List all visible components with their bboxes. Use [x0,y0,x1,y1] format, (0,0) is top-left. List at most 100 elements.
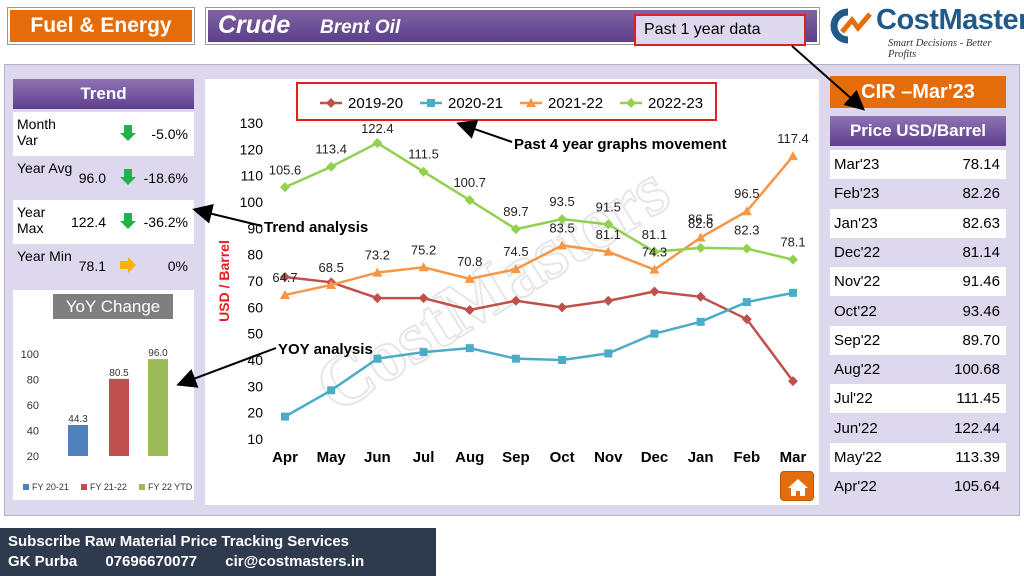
price-month: Jun'22 [834,419,878,437]
logo-tagline: Smart Decisions - Better Profits [888,38,992,60]
price-value: 81.14 [962,243,1000,261]
price-value: 82.26 [962,185,1000,203]
y-tick-label: 70 [247,273,263,289]
data-point [557,214,568,225]
yoy-legend-swatch [23,484,29,490]
yoy-analysis-annotation: YOY analysis [278,341,373,358]
data-point [280,289,290,299]
yoy-y-tick-label: 60 [27,400,39,412]
data-point [604,349,613,358]
commodity-subtitle: Brent Oil [320,17,401,38]
yoy-bar-label: 44.3 [68,414,88,425]
yoy-y-tick-label: 40 [27,426,39,438]
data-label: 82.6 [688,216,713,231]
data-point [464,273,475,283]
yoy-legend-label: FY 22 YTD [148,482,193,492]
price-month: Dec'22 [834,243,881,261]
price-row: Feb'23 82.26 [830,179,1006,209]
data-point [558,356,567,364]
trend-value: 78.1 [78,258,106,274]
arrow-trend [192,204,263,227]
commodity-title: Crude [218,11,291,39]
data-label: 117.4 [777,131,809,146]
series-line [284,275,795,382]
data-label: 86.5 [688,212,713,227]
x-tick-label: Oct [550,449,575,466]
yoy-legend-label: FY 20-21 [32,482,69,492]
trend-row: Year Max 122.4 -36.2% [13,200,194,244]
data-point [695,242,706,253]
arrow-down-icon [120,169,136,185]
data-label: 78.1 [780,235,805,250]
data-point [418,166,429,177]
home-button[interactable] [780,471,814,501]
data-point [280,182,290,193]
data-point [326,279,337,289]
yoy-bar-label: 96.0 [148,348,168,359]
legend-label: 2019-20 [348,95,403,112]
y-tick-label: 20 [247,405,263,421]
data-point [649,264,660,274]
data-point [511,354,520,363]
price-row: Sep'22 89.70 [830,325,1006,355]
price-row: Aug'22 100.68 [830,355,1006,385]
cir-header: CIR –Mar'23 [830,76,1006,108]
x-tick-label: Feb [733,449,760,466]
price-row: Mar'23 78.14 [830,150,1006,179]
line-chart-legend: 2019-20 2020-21 2021-22 2022-23 [296,82,717,121]
price-row: Jul'22 111.45 [830,384,1006,414]
footer-contact: Subscribe Raw Material Price Tracking Se… [0,528,436,576]
yoy-panel: YoY Change 20 40 60 80 100 44.3 80.5 96.0 FY 20-… [13,290,194,500]
trend-label: Month Var [17,116,56,148]
series-line [284,291,794,418]
data-label: 64.7 [272,270,297,285]
costmasters-logo: CostMasters Smart Decisions - Better Pro… [826,4,1024,60]
data-point [327,386,336,395]
data-point [742,298,751,307]
arrow-down-icon [120,125,136,141]
price-row: Dec'22 81.14 [830,237,1006,267]
data-label: 93.5 [549,194,574,209]
data-point [603,246,614,256]
data-label: 83.5 [549,220,574,235]
x-tick-label: Aug [455,449,484,466]
price-month: Sep'22 [834,331,881,349]
price-value: 93.46 [962,302,1000,320]
data-point [326,161,337,172]
trend-label: Year Max [17,204,46,236]
data-label: 81.1 [596,227,621,242]
data-label: 96.5 [734,186,759,201]
trend-header: Trend [13,79,194,109]
yoy-legend-swatch [81,484,87,490]
arrow-yoy [176,347,277,388]
data-point [788,151,798,161]
data-point [557,302,568,313]
yoy-y-tick-label: 100 [21,349,39,361]
data-point [372,293,383,304]
trend-value: 122.4 [70,214,106,230]
data-point [510,264,521,274]
price-month: Oct'22 [834,302,877,320]
y-tick-label: 120 [240,141,264,157]
footer-phone[interactable]: 07696670077 [105,553,198,570]
logo-mark-icon [830,8,872,44]
yoy-title: YoY Change [53,294,173,319]
price-value: 105.64 [954,478,1000,496]
x-tick-label: Nov [594,449,623,466]
home-icon [788,479,808,496]
data-point [373,354,382,363]
footer-email[interactable]: cir@costmasters.in [225,553,365,570]
x-tick-label: Apr [272,449,298,466]
legend-label: 2020-21 [448,95,503,112]
y-tick-label: 100 [240,194,264,210]
data-label: 91.5 [596,199,621,214]
data-point [419,348,428,357]
data-label: 81.1 [642,227,667,242]
x-tick-label: May [317,449,347,466]
y-axis-label: USD / Barrel [216,240,232,322]
data-label: 70.8 [457,254,482,269]
trend-row: Year Avg 96.0 -18.6% [13,156,194,200]
legend-label: 2022-23 [648,95,703,112]
price-table-header: Price USD/Barrel [830,116,1006,146]
